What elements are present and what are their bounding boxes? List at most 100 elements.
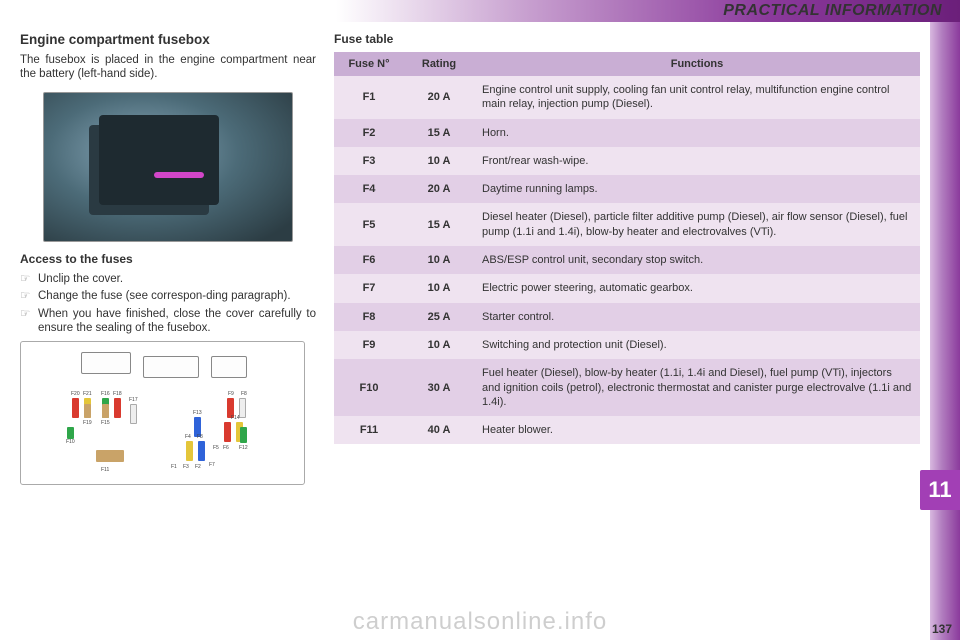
fuse-function: Front/rear wash-wipe.: [474, 147, 920, 175]
fuse-number: F2: [334, 119, 404, 147]
fuse-function: Horn.: [474, 119, 920, 147]
fuse-label: F3: [183, 464, 189, 470]
fuse-rating: 30 A: [404, 359, 474, 416]
fuse-label: F21: [83, 391, 92, 397]
col-header: Fuse N°: [334, 52, 404, 76]
fuse-rating: 15 A: [404, 119, 474, 147]
right-column: Fuse table Fuse N° Rating Functions F120…: [330, 32, 920, 630]
fuse-function: Starter control.: [474, 303, 920, 331]
fuse-label: F16: [101, 391, 110, 397]
fuse-number: F9: [334, 331, 404, 359]
fuse-rating: 25 A: [404, 303, 474, 331]
fuse-label: F14: [231, 415, 240, 421]
table-heading: Fuse table: [334, 32, 920, 46]
fuse-label: F13: [193, 410, 202, 416]
fuse-rating: 20 A: [404, 175, 474, 203]
table-row: F1140 AHeater blower.: [334, 416, 920, 444]
intro-text: The fusebox is placed in the engine comp…: [20, 53, 316, 82]
table-row: F610 AABS/ESP control unit, secondary st…: [334, 246, 920, 274]
fuse-table: Fuse N° Rating Functions F120 AEngine co…: [334, 52, 920, 444]
fuse-number: F6: [334, 246, 404, 274]
bullet-icon: ☞: [20, 289, 38, 303]
fuse-icon: [239, 398, 246, 418]
table-row: F825 AStarter control.: [334, 303, 920, 331]
fuse-rating: 40 A: [404, 416, 474, 444]
fuse-rating: 20 A: [404, 76, 474, 119]
fuse-label: F19: [83, 420, 92, 426]
fuse-number: F5: [334, 203, 404, 246]
col-header: Rating: [404, 52, 474, 76]
fuse-function: Heater blower.: [474, 416, 920, 444]
steps-list: ☞Unclip the cover. ☞Change the fuse (see…: [20, 272, 316, 336]
table-row: F310 AFront/rear wash-wipe.: [334, 147, 920, 175]
fuse-label: F8: [197, 434, 203, 440]
col-header: Functions: [474, 52, 920, 76]
step: ☞Unclip the cover.: [20, 272, 316, 286]
table-row: F120 AEngine control unit supply, coolin…: [334, 76, 920, 119]
table-row: F420 ADaytime running lamps.: [334, 175, 920, 203]
fuse-number: F3: [334, 147, 404, 175]
fuse-number: F4: [334, 175, 404, 203]
fuse-number: F7: [334, 274, 404, 302]
step-text: Unclip the cover.: [38, 272, 123, 286]
fusebox-diagram: F20 F21 F16 F18 F17 F19 F15 F10: [20, 341, 305, 485]
chapter-tab: 11: [920, 470, 960, 510]
fuse-label: F18: [113, 391, 122, 397]
bullet-icon: ☞: [20, 272, 38, 286]
page-number: 137: [932, 622, 952, 636]
fuse-icon: [114, 398, 121, 418]
table-row: F1030 AFuel heater (Diesel), blow-by hea…: [334, 359, 920, 416]
engine-photo: [43, 92, 293, 242]
diagram-box: [143, 356, 199, 378]
fuse-function: ABS/ESP control unit, secondary stop swi…: [474, 246, 920, 274]
step: ☞Change the fuse (see correspon-ding par…: [20, 289, 316, 303]
fuse-icon: [102, 404, 109, 418]
fuse-function: Daytime running lamps.: [474, 175, 920, 203]
fuse-function: Electric power steering, automatic gearb…: [474, 274, 920, 302]
step-text: When you have finished, close the cover …: [38, 307, 316, 336]
content: Engine compartment fusebox The fusebox i…: [20, 32, 920, 630]
header-title: PRACTICAL INFORMATION: [723, 2, 942, 20]
fuse-number: F1: [334, 76, 404, 119]
fuse-label: F12: [239, 445, 248, 451]
fuse-label: F5: [213, 445, 219, 451]
step: ☞When you have finished, close the cover…: [20, 307, 316, 336]
fuse-icon: [96, 450, 124, 462]
fuse-function: Diesel heater (Diesel), particle filter …: [474, 203, 920, 246]
fuse-rating: 10 A: [404, 331, 474, 359]
table-row: F515 ADiesel heater (Diesel), particle f…: [334, 203, 920, 246]
fuse-number: F10: [334, 359, 404, 416]
bullet-icon: ☞: [20, 307, 38, 336]
fuse-label: F6: [223, 445, 229, 451]
access-heading: Access to the fuses: [20, 252, 316, 266]
diagram-box: [81, 352, 131, 374]
fuse-icon: [84, 404, 91, 418]
fuse-label: F20: [71, 391, 80, 397]
left-column: Engine compartment fusebox The fusebox i…: [20, 32, 330, 630]
fuse-rating: 10 A: [404, 147, 474, 175]
diagram-box: [211, 356, 247, 378]
fuse-label: F17: [129, 397, 138, 403]
fuse-number: F8: [334, 303, 404, 331]
section-heading: Engine compartment fusebox: [20, 32, 316, 47]
fuse-label: F15: [101, 420, 110, 426]
page: PRACTICAL INFORMATION 11 Engine compartm…: [0, 0, 960, 640]
fuse-label: F1: [171, 464, 177, 470]
fuse-label: F2: [195, 464, 201, 470]
fuse-icon: [186, 441, 193, 461]
fuse-label: F10: [66, 439, 75, 445]
fuse-label: F9: [228, 391, 234, 397]
fuse-rating: 10 A: [404, 246, 474, 274]
side-column: [930, 22, 960, 640]
table-header-row: Fuse N° Rating Functions: [334, 52, 920, 76]
fuse-icon: [72, 398, 79, 418]
step-text: Change the fuse (see correspon-ding para…: [38, 289, 291, 303]
table-row: F910 ASwitching and protection unit (Die…: [334, 331, 920, 359]
fuse-icon: [198, 441, 205, 461]
fuse-function: Engine control unit supply, cooling fan …: [474, 76, 920, 119]
fuse-label: F11: [101, 467, 109, 473]
fuse-label: F7: [209, 462, 215, 468]
fuse-rating: 15 A: [404, 203, 474, 246]
fuse-rating: 10 A: [404, 274, 474, 302]
fuse-label: F4: [185, 434, 191, 440]
